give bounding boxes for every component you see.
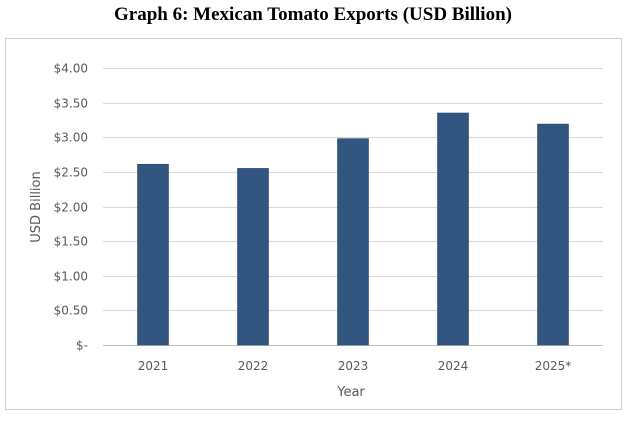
y-tick-label: $3.00: [54, 131, 88, 145]
y-tick-label: $2.00: [54, 201, 88, 215]
chart-title: Graph 6: Mexican Tomato Exports (USD Bil…: [114, 4, 512, 25]
bar-2021: [137, 163, 169, 346]
y-tick-label: $0.50: [54, 304, 88, 318]
x-tick-label: 2022: [238, 359, 269, 373]
y-tick-label: $1.00: [54, 270, 88, 284]
bar-2025*: [537, 123, 569, 346]
x-tick-label: 2025*: [535, 359, 572, 373]
y-tick-label: $1.50: [54, 235, 88, 249]
x-axis-label: Year: [336, 385, 365, 400]
x-tick-label: 2024: [438, 359, 469, 373]
x-tick-label: 2023: [338, 359, 369, 373]
bar-2022: [237, 168, 269, 346]
y-axis-label: USD Billion: [29, 171, 44, 242]
bar-2023: [337, 138, 369, 346]
y-tick-label: $3.50: [54, 97, 88, 111]
y-tick-label: $-: [76, 339, 88, 353]
y-tick-label: $2.50: [54, 166, 88, 180]
y-tick-label: $4.00: [54, 62, 88, 76]
chart-border: [5, 38, 622, 410]
x-tick-label: 2021: [138, 359, 169, 373]
bar-2024: [437, 112, 469, 346]
